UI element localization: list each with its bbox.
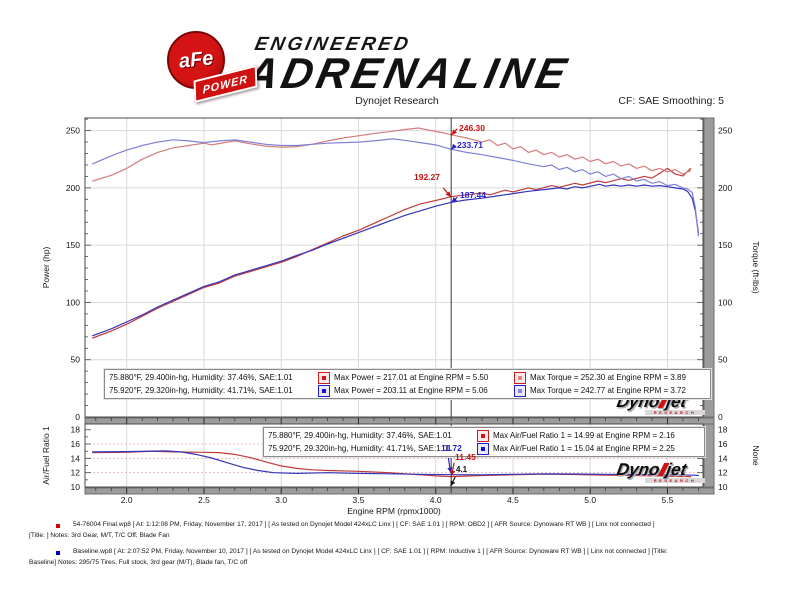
dynojet-logo-text: Dyno jet: [615, 460, 715, 479]
max-afr-baseline: Max Air/Fuel Ratio 1 = 15.04 at Engine R…: [493, 444, 675, 453]
svg-text:10: 10: [718, 482, 728, 492]
annotation-afr-final: 11.45: [455, 452, 476, 462]
svg-text:2.0: 2.0: [121, 495, 133, 505]
power-baseline-swatch-icon: [318, 384, 330, 397]
svg-text:0: 0: [718, 412, 723, 422]
dynojet-research-label: RESEARCH: [645, 410, 705, 415]
svg-text:50: 50: [71, 355, 81, 365]
annotation-torque-final: 246.30: [459, 123, 485, 133]
dynojet-logo-part1: Dyno: [615, 460, 662, 479]
run-baseline-info: Baseline.wp8 [ At: 2:07:52 PM, Friday, N…: [73, 548, 668, 555]
svg-text:Air/Fuel Ratio 1: Air/Fuel Ratio 1: [41, 426, 51, 485]
max-afr-final: Max Air/Fuel Ratio 1 = 14.99 at Engine R…: [493, 431, 675, 440]
afe-badge-text: aFe: [177, 46, 215, 73]
annotation-power-baseline: 187.44: [460, 190, 486, 200]
torque-final-swatch-icon: [514, 371, 526, 384]
run-conditions: 75.920°F, 29.320in-hg, Humidity: 41.71%,…: [268, 444, 452, 453]
svg-text:250: 250: [66, 126, 80, 136]
run-final-bullet-icon: [56, 524, 60, 528]
main-chart: 0 0 50 50 100 100 150 150 200 200 250 250 Power (hp)…: [41, 117, 761, 425]
svg-text:100: 100: [66, 297, 80, 307]
run-conditions: 75.920°F, 29.320in-hg, Humidity: 41.71%,…: [109, 386, 293, 395]
svg-text:16: 16: [718, 439, 728, 449]
svg-text:18: 18: [718, 425, 728, 435]
power-final-swatch-icon: [318, 371, 330, 384]
svg-text:2.5: 2.5: [198, 495, 210, 505]
afe-power-logo: aFe ® POWER: [167, 31, 257, 104]
max-torque-baseline: Max Torque = 242.77 at Engine RPM = 3.72: [530, 386, 686, 395]
svg-text:5.0: 5.0: [584, 495, 596, 505]
legend-row-baseline: 75.920°F, 29.320in-hg, Humidity: 41.71%,…: [109, 384, 706, 397]
dynojet-logo: Dyno jet RESEARCH: [615, 460, 715, 483]
svg-text:Power (hp): Power (hp): [41, 247, 51, 289]
dynojet-logo: Dyno jet RESEARCH: [615, 392, 713, 415]
run-final-info: 54-76004 Final.wp8 [ At: 1:12:08 PM, Fri…: [73, 521, 655, 528]
svg-text:None: None: [751, 445, 761, 466]
run-final-notes: [Title: ] Notes: 3rd Gear, M/T, T/C Off,…: [29, 532, 170, 539]
svg-text:3.0: 3.0: [275, 495, 287, 505]
torque-baseline-swatch-icon: [514, 384, 526, 397]
registered-mark-icon: ®: [220, 33, 225, 39]
svg-text:4.0: 4.0: [430, 495, 442, 505]
svg-text:14: 14: [71, 453, 81, 463]
legend-row-baseline: 75.920°F, 29.320in-hg, Humidity: 41.71%,…: [268, 442, 700, 455]
svg-text:Torque (ft-lbs): Torque (ft-lbs): [751, 241, 761, 294]
smoothing-setting: CF: SAE Smoothing: 5: [618, 95, 724, 107]
svg-text:100: 100: [718, 297, 732, 307]
svg-text:16: 16: [71, 439, 81, 449]
max-power-final: Max Power = 217.01 at Engine RPM = 5.50: [334, 373, 489, 382]
svg-text:12: 12: [71, 468, 81, 478]
svg-text:50: 50: [718, 355, 728, 365]
svg-text:200: 200: [718, 183, 732, 193]
legend-row-final: 75.880°F, 29.400in-hg, Humidity: 37.46%,…: [109, 371, 706, 384]
dynojet-research-label: RESEARCH: [645, 478, 705, 483]
svg-text:200: 200: [66, 183, 80, 193]
svg-text:250: 250: [718, 126, 732, 136]
svg-text:18: 18: [71, 425, 81, 435]
brand-adrenaline: ADRENALINE: [242, 50, 575, 98]
max-power-baseline: Max Power = 203.11 at Engine RPM = 5.06: [334, 386, 488, 395]
main-chart-legend: 75.880°F, 29.400in-hg, Humidity: 37.46%,…: [104, 369, 711, 399]
afr-baseline-swatch-icon: [477, 442, 489, 455]
svg-text:10: 10: [71, 482, 81, 492]
svg-text:Engine RPM (rpmx1000): Engine RPM (rpmx1000): [347, 506, 441, 516]
svg-text:150: 150: [66, 240, 80, 250]
svg-text:150: 150: [718, 240, 732, 250]
annotation-torque-baseline: 233.71: [457, 140, 483, 150]
svg-text:14: 14: [718, 453, 728, 463]
max-torque-final: Max Torque = 252.30 at Engine RPM = 3.89: [530, 373, 686, 382]
svg-text:3.5: 3.5: [353, 495, 365, 505]
run-baseline-bullet-icon: [56, 551, 60, 555]
run-conditions: 75.880°F, 29.400in-hg, Humidity: 37.46%,…: [268, 431, 452, 440]
svg-text:4.5: 4.5: [507, 495, 519, 505]
annotation-cursor-rpm: 4.1: [456, 465, 468, 474]
annotation-afr-baseline: 11.72: [441, 443, 462, 453]
annotation-power-final: 192.27: [414, 172, 440, 182]
afr-chart-legend: 75.880°F, 29.400in-hg, Humidity: 37.46%,…: [263, 427, 705, 457]
afr-final-swatch-icon: [477, 429, 489, 442]
legend-row-final: 75.880°F, 29.400in-hg, Humidity: 37.46%,…: [268, 429, 700, 442]
svg-text:5.5: 5.5: [662, 495, 674, 505]
run-conditions: 75.880°F, 29.400in-hg, Humidity: 37.46%,…: [109, 373, 293, 382]
run-baseline-notes: Baseline] Notes: 295/75 Tires, Full stoc…: [29, 559, 248, 566]
report-title: Dynojet Research: [355, 95, 439, 107]
svg-text:0: 0: [75, 412, 80, 422]
svg-text:12: 12: [718, 468, 728, 478]
